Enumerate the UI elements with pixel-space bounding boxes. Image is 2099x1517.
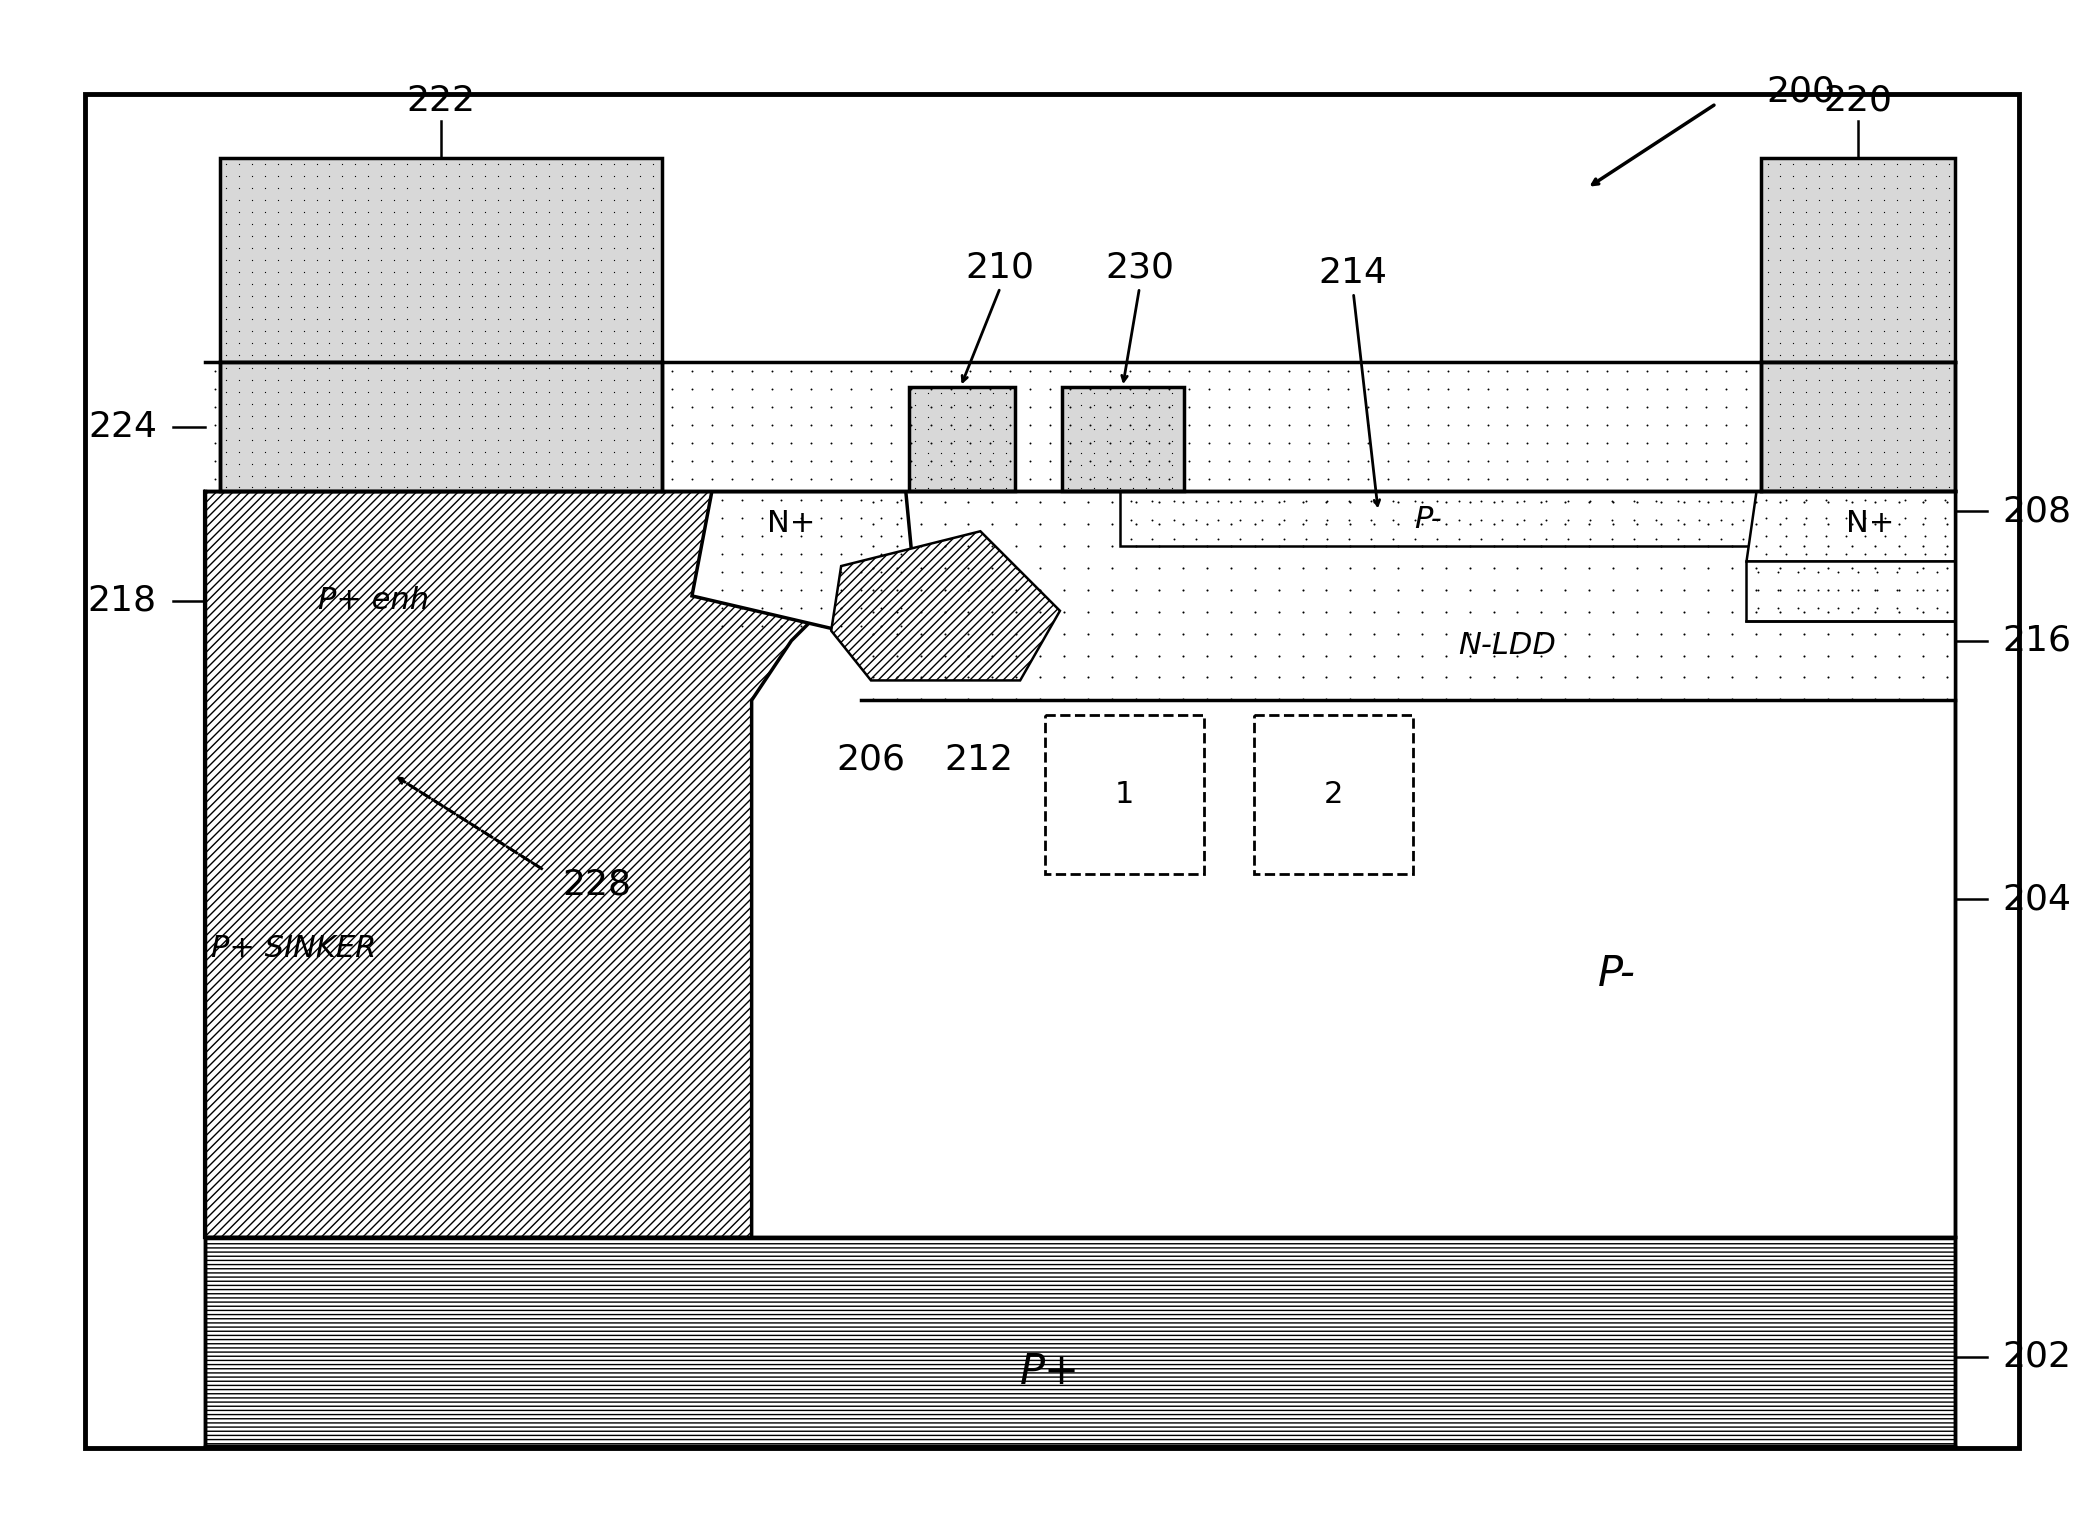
Polygon shape (1746, 492, 1954, 561)
Text: P-: P- (1415, 505, 1442, 534)
Text: 212: 212 (945, 743, 1014, 777)
Text: N-LDD: N-LDD (1459, 631, 1555, 660)
Text: 230: 230 (1104, 250, 1173, 285)
Bar (1253, 715, 1413, 874)
Text: 218: 218 (88, 584, 157, 617)
Text: P+ enh: P+ enh (319, 587, 430, 616)
Text: P-: P- (1597, 953, 1635, 995)
Bar (1761, 158, 1954, 363)
Text: 220: 220 (1824, 83, 1893, 118)
Bar (1761, 363, 1954, 492)
Bar (86, 94, 2019, 1449)
Bar (220, 158, 661, 363)
Polygon shape (861, 492, 1954, 701)
Text: 206: 206 (838, 743, 905, 777)
Polygon shape (831, 531, 1060, 681)
Text: 202: 202 (2002, 1340, 2072, 1374)
Text: 204: 204 (2002, 883, 2072, 916)
Bar (206, 1238, 1954, 1446)
Polygon shape (206, 492, 861, 1238)
Polygon shape (693, 492, 915, 631)
Bar (220, 363, 661, 492)
Text: 200: 200 (1765, 74, 1835, 109)
Text: 214: 214 (1318, 256, 1387, 290)
Polygon shape (1119, 492, 1757, 546)
Text: 228: 228 (563, 868, 632, 901)
Bar (909, 387, 1016, 492)
Text: 222: 222 (407, 83, 474, 118)
Text: P+ SINKER: P+ SINKER (212, 934, 378, 963)
Bar (1045, 715, 1205, 874)
Polygon shape (1746, 561, 1954, 620)
Text: 208: 208 (2002, 495, 2072, 528)
Text: N+: N+ (1847, 508, 1895, 539)
Text: P+: P+ (1020, 1350, 1081, 1393)
Text: 224: 224 (88, 410, 157, 444)
Bar (1062, 387, 1184, 492)
Text: 216: 216 (2002, 623, 2072, 658)
Text: 2: 2 (1324, 780, 1343, 809)
Text: 1: 1 (1115, 780, 1133, 809)
Bar (206, 363, 1954, 492)
Text: 210: 210 (966, 250, 1035, 285)
Bar (206, 492, 1954, 1238)
Text: N+: N+ (768, 508, 817, 539)
